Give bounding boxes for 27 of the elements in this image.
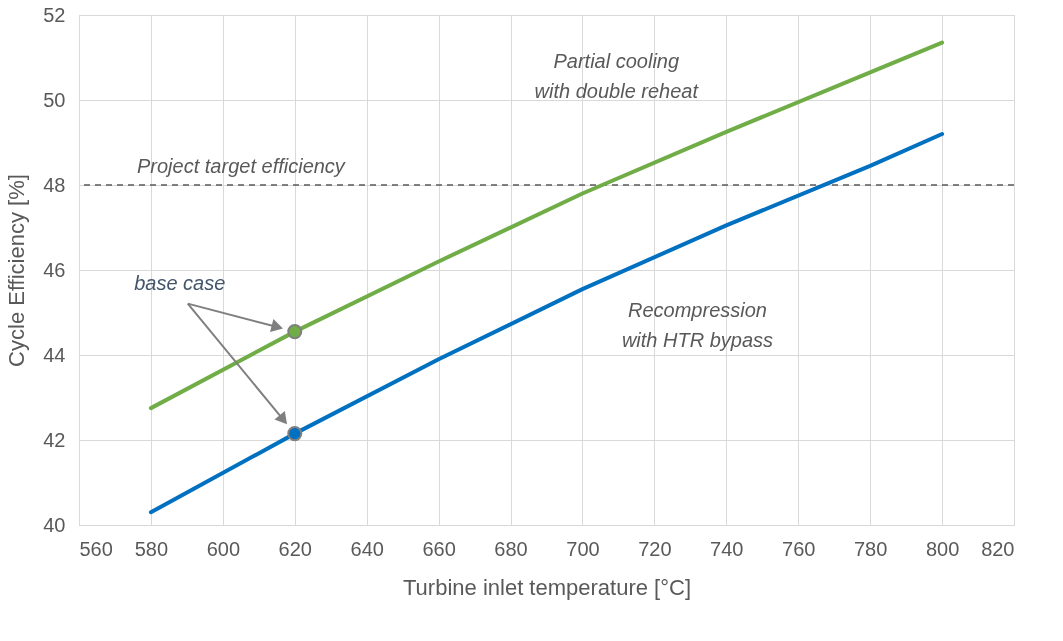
y-tick-label: 52 bbox=[43, 3, 66, 26]
x-tick-label: 640 bbox=[350, 537, 384, 560]
x-tick-label: 700 bbox=[566, 537, 600, 560]
annotation: base case bbox=[134, 271, 226, 294]
x-tick-label: 760 bbox=[782, 537, 816, 560]
x-axis-title: Turbine inlet temperature [°C] bbox=[403, 574, 691, 600]
x-tick-label: 820 bbox=[981, 537, 1015, 560]
y-tick-label: 50 bbox=[43, 88, 66, 111]
y-tick-label: 44 bbox=[43, 343, 66, 366]
y-tick-label: 40 bbox=[43, 513, 66, 536]
x-tick-label: 600 bbox=[206, 537, 241, 560]
series-label: Recompression with HTR bypass bbox=[621, 299, 774, 352]
x-tick-label: 800 bbox=[925, 537, 960, 560]
y-tick-label: 42 bbox=[43, 428, 66, 451]
x-tick-label: 620 bbox=[278, 537, 312, 560]
series-label: Partial cooling with double reheat bbox=[534, 49, 700, 102]
x-tick-label: 720 bbox=[638, 537, 672, 560]
x-tick-label: 740 bbox=[710, 537, 744, 560]
x-tick-label: 580 bbox=[134, 537, 169, 560]
x-tick-label: 560 bbox=[79, 537, 113, 560]
y-tick-label: 46 bbox=[43, 258, 66, 281]
y-axis-title: Cycle Efficiency [%] bbox=[4, 174, 30, 367]
x-tick-label: 680 bbox=[494, 537, 528, 560]
ref-line-label: Project target efficiency bbox=[137, 155, 346, 177]
x-tick-label: 780 bbox=[853, 537, 888, 560]
y-tick-label: 48 bbox=[43, 173, 66, 196]
x-tick-label: 660 bbox=[422, 537, 456, 560]
